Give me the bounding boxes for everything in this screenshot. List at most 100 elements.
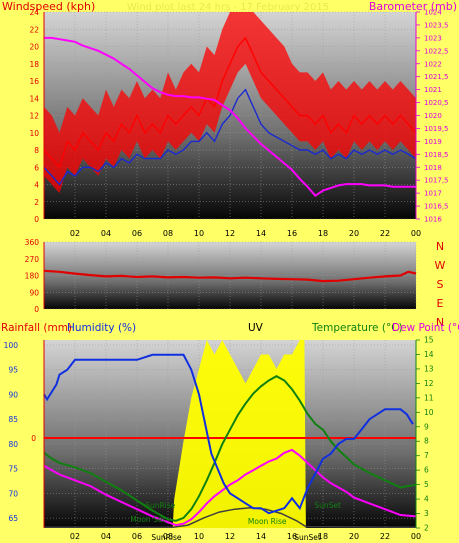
compass-letter: E: [437, 297, 444, 310]
wind-x-tick: 06: [132, 229, 142, 238]
compass-letter: S: [437, 278, 444, 291]
sun-elevation-line: [44, 507, 417, 529]
wind-y-tick: 24: [29, 8, 39, 17]
sun-moon-annotation: SunRise: [145, 501, 175, 510]
wind-direction-line: [43, 269, 417, 283]
direction-series: [43, 269, 417, 283]
direction-grid: [44, 241, 417, 310]
wind-x-tick: 08: [163, 229, 173, 238]
wind-x-tick: 10: [194, 229, 204, 238]
humidity-y-tick: 65: [8, 514, 18, 523]
wind-y-tick: 6: [34, 163, 39, 172]
climate-x-tick: 08: [163, 532, 173, 541]
climate-x-tick: 04: [101, 532, 111, 541]
wind-series: [43, 12, 417, 198]
barometer-y-tick: 1022,5: [424, 47, 449, 55]
compass-letter: N: [436, 240, 444, 253]
wind-x-tick: 00: [411, 229, 421, 238]
barometer-y-tick: 1016,5: [424, 203, 449, 211]
direction-y-tick: 180: [25, 272, 40, 281]
dewpoint-line: [43, 448, 417, 527]
compass-letter: N: [436, 316, 444, 329]
temperature-y-tick: 5: [424, 480, 429, 489]
temperature-label: Temperature (°C): [311, 322, 403, 334]
temperature-y-tick: 12: [424, 379, 434, 388]
barometer-y-tick: 1022: [424, 60, 442, 68]
climate-x-tick: 18: [318, 532, 328, 541]
wind-y-tick: 0: [34, 215, 39, 224]
sun-moon-annotation: SunSet: [294, 533, 321, 542]
wind-left-label: Windspeed (kph): [2, 0, 95, 13]
climate-series: [43, 340, 417, 529]
wind-x-tick: 18: [318, 229, 328, 238]
wind-y-tick: 4: [34, 181, 39, 190]
humidity-y-tick: 80: [8, 440, 18, 449]
wind-y-tick: 14: [29, 94, 39, 103]
rainfall-label: Rainfall (mm): [1, 322, 72, 334]
barometer-y-tick: 1024: [424, 9, 442, 17]
direction-y-tick: 360: [25, 238, 40, 247]
direction-y-tick: 90: [29, 288, 39, 297]
uv-label: UV: [248, 322, 264, 334]
barometer-y-tick: 1021,5: [424, 73, 449, 81]
humidity-y-tick: 85: [8, 415, 18, 424]
wind-faint-title: Wind plot last 24 hrs - 17 February 2015: [127, 2, 329, 13]
climate-x-tick: 06: [132, 532, 142, 541]
humidity-label: Humidity (%): [67, 322, 136, 334]
barometer-y-tick: 1019,5: [424, 125, 449, 133]
temperature-y-tick: 7: [424, 451, 429, 460]
temperature-y-tick: 14: [424, 350, 434, 359]
climate-x-tick: 02: [70, 532, 80, 541]
climate-x-tick: 20: [349, 532, 359, 541]
humidity-y-tick: 70: [8, 489, 18, 498]
barometer-y-tick: 1020,5: [424, 99, 449, 107]
rainfall-y-tick: 0: [31, 434, 36, 443]
wind-x-tick: 02: [70, 229, 80, 238]
wind-y-tick: 10: [29, 129, 39, 138]
barometer-y-tick: 1018,5: [424, 151, 449, 159]
compass-letter: W: [435, 259, 446, 272]
wind-y-tick: 22: [29, 25, 39, 34]
temperature-y-tick: 9: [424, 422, 429, 431]
wind-x-tick: 04: [101, 229, 111, 238]
average-windspeed-line: [43, 88, 417, 186]
barometer-y-tick: 1019: [424, 138, 442, 146]
humidity-line: [43, 353, 414, 515]
wind-y-tick: 2: [34, 198, 39, 207]
wind-y-tick: 18: [29, 60, 39, 69]
barometer-y-tick: 1021: [424, 86, 442, 94]
climate-x-tick: 22: [380, 532, 390, 541]
barometer-y-tick: 1020: [424, 112, 442, 120]
wind-y-tick: 16: [29, 77, 39, 86]
wind-x-tick: 12: [225, 229, 235, 238]
barometer-right-label: Barometer (mb): [369, 0, 457, 13]
temperature-y-tick: 13: [424, 364, 434, 373]
direction-y-tick: 270: [25, 255, 40, 264]
barometer-y-tick: 1023: [424, 34, 442, 42]
temperature-y-tick: 11: [424, 393, 434, 402]
barometer-line: [44, 36, 416, 198]
wind-x-tick: 14: [256, 229, 266, 238]
temperature-y-tick: 15: [424, 336, 434, 345]
sun-moon-annotation: Moon Set: [130, 515, 165, 524]
windspeed-line: [43, 36, 417, 169]
climate-x-tick: 00: [411, 532, 421, 541]
barometer-y-tick: 1017: [424, 190, 442, 198]
wind-x-tick: 16: [287, 229, 297, 238]
temperature-line: [43, 375, 417, 522]
wind-y-tick: 12: [29, 112, 39, 121]
barometer-y-tick: 1018: [424, 164, 442, 172]
dewpoint-label: Dew Point (°C: [392, 322, 459, 334]
humidity-y-tick: 90: [8, 390, 18, 399]
windspeed-gust-band: [44, 12, 416, 194]
temperature-y-tick: 4: [424, 495, 429, 504]
humidity-y-tick: 100: [4, 341, 19, 350]
humidity-y-tick: 75: [8, 465, 18, 474]
